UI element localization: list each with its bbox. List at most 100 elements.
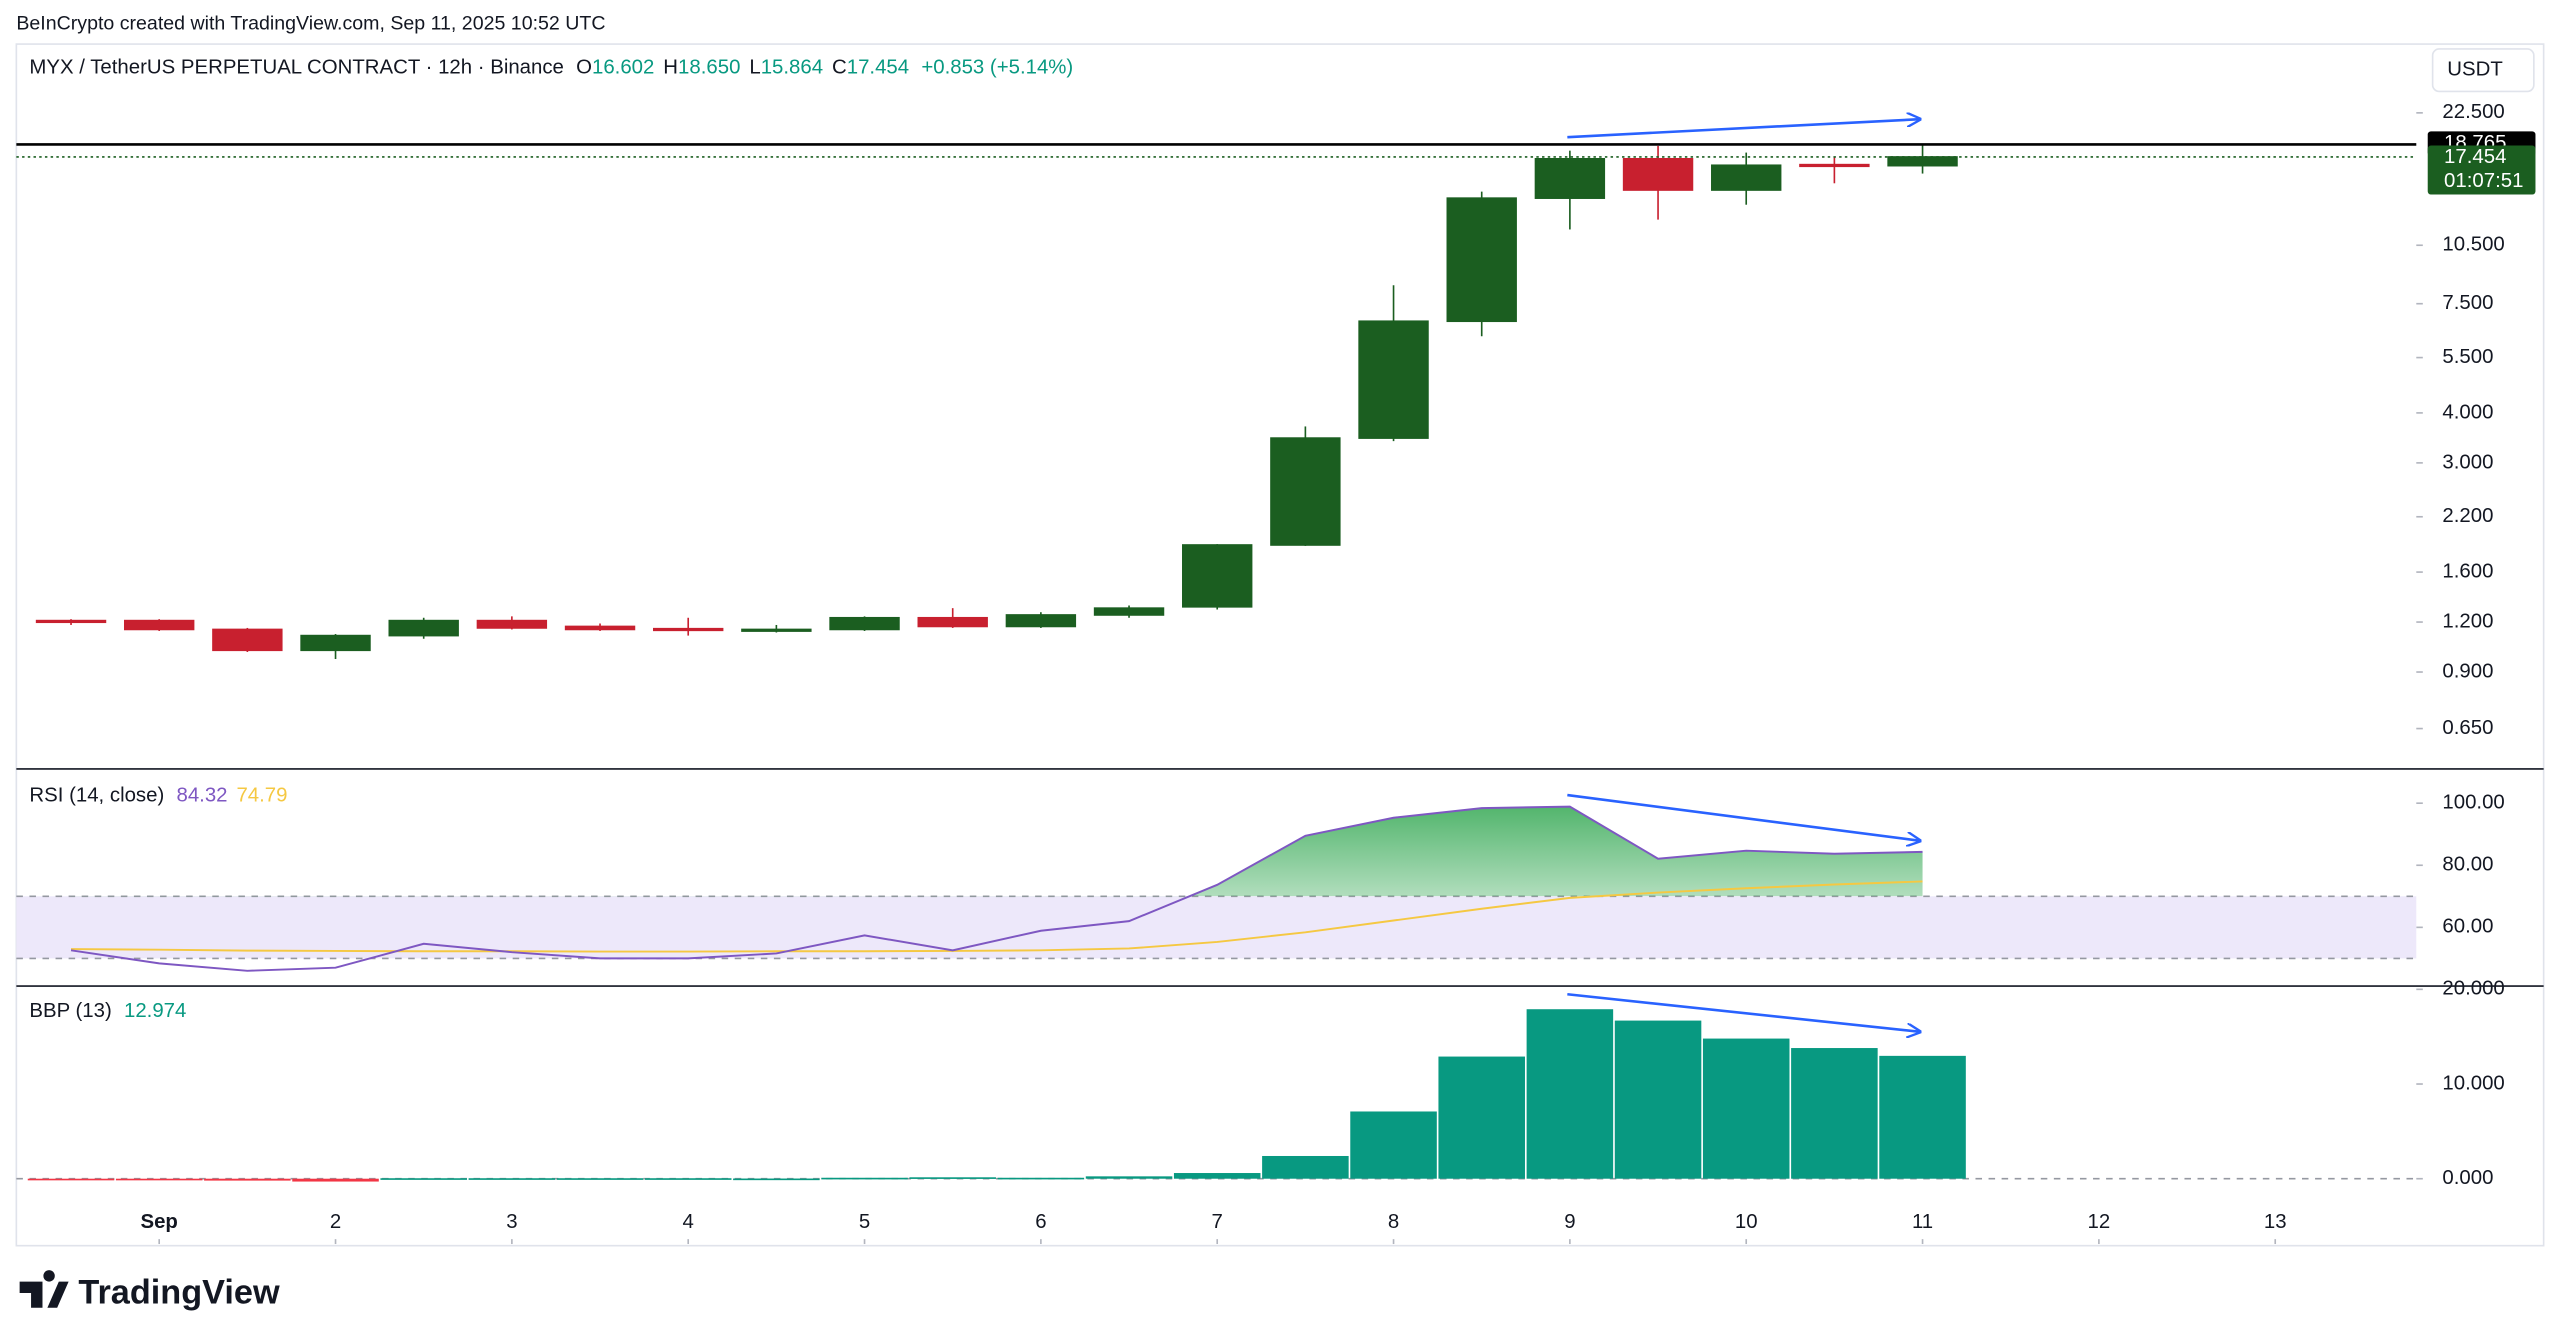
- y-tick-label: 3.000: [2442, 451, 2493, 473]
- candle-body: [564, 625, 636, 631]
- chart-frame: [15, 43, 2545, 1247]
- x-tick-label: Sep: [140, 1211, 177, 1233]
- bar: [997, 1177, 1085, 1180]
- trend-arrow: [1567, 992, 1920, 1032]
- rsi-fill: [1189, 806, 1923, 897]
- y-tick-label: 0.000: [2442, 1167, 2493, 1189]
- candle-body: [917, 616, 988, 628]
- x-tick-label: 9: [1564, 1211, 1575, 1233]
- bar: [1173, 1173, 1261, 1179]
- countdown: 01:07:51: [2444, 170, 2523, 192]
- bar: [1262, 1155, 1349, 1179]
- candle-body: [1358, 320, 1429, 439]
- candle-body: [212, 628, 283, 652]
- bar: [1438, 1056, 1525, 1179]
- series-line: [70, 805, 1923, 972]
- rsi-ma-value: 74.79: [236, 785, 287, 807]
- candle-body: [1887, 156, 1958, 167]
- bbp-title: BBP (13): [29, 1001, 111, 1023]
- candle-body: [1005, 614, 1077, 628]
- change: +0.853 (+5.14%): [921, 57, 1073, 79]
- ohlc-key: L: [749, 57, 760, 79]
- y-tick-label: 20.000: [2442, 978, 2504, 1000]
- bbp-value: 12.974: [124, 1001, 186, 1023]
- x-tick-label: 12: [2088, 1211, 2111, 1233]
- price-tag-label: 17.454: [2444, 146, 2506, 168]
- bar: [1702, 1038, 1790, 1179]
- x-tick-label: 6: [1035, 1211, 1046, 1233]
- bar: [1526, 1009, 1614, 1179]
- brand: TradingView: [78, 1274, 280, 1312]
- bar: [733, 1178, 820, 1181]
- y-tick-label: 1.600: [2442, 560, 2493, 582]
- x-tick-label: 11: [1912, 1211, 1933, 1233]
- x-tick-label: 5: [859, 1211, 870, 1233]
- bar: [380, 1178, 467, 1180]
- y-tick-label: 2.200: [2442, 505, 2493, 527]
- y-tick-label: 22.500: [2442, 101, 2504, 123]
- bar: [909, 1177, 996, 1179]
- series-line: [71, 880, 1923, 953]
- currency-button[interactable]: [2431, 48, 2535, 93]
- trend-arrow: [1567, 793, 1920, 841]
- bar: [204, 1178, 291, 1181]
- candle-body: [476, 619, 548, 629]
- bar: [1791, 1048, 1878, 1179]
- y-tick-label: 1.200: [2442, 610, 2493, 632]
- rsi-legend: RSI (14, close) 84.32 74.79: [29, 785, 287, 807]
- candle-body: [1093, 607, 1165, 616]
- y-tick-label: 7.500: [2442, 292, 2493, 314]
- x-tick-label: 4: [683, 1211, 694, 1233]
- x-tick-label: 10: [1735, 1211, 1758, 1233]
- ohlc-value: 16.602: [592, 57, 654, 79]
- candle-body: [741, 628, 812, 632]
- candle-body: [35, 619, 107, 624]
- ohlc-value: 18.650: [678, 57, 740, 79]
- bar: [1614, 1020, 1702, 1179]
- brand-logo: TradingView: [19, 1270, 280, 1312]
- candle-body: [653, 627, 724, 632]
- bar: [556, 1178, 644, 1180]
- ohlc-key: C: [832, 57, 847, 79]
- candle-body: [123, 619, 195, 631]
- rsi-title: RSI (14, close): [29, 785, 164, 807]
- ohlc-value: 17.454: [847, 57, 909, 79]
- bar: [1350, 1111, 1437, 1179]
- y-tick-label: 60.00: [2442, 916, 2493, 938]
- currency[interactable]: USDT: [2447, 59, 2503, 81]
- x-tick-label: 3: [506, 1211, 517, 1233]
- bar: [1879, 1055, 1966, 1179]
- bar: [644, 1178, 732, 1180]
- bbp-legend: BBP (13) 12.974: [29, 1001, 186, 1023]
- y-tick-label: 10.000: [2442, 1072, 2504, 1094]
- candle-body: [1534, 157, 1606, 199]
- candle-body: [1622, 157, 1694, 191]
- candle-body: [1446, 197, 1517, 323]
- bar: [821, 1177, 908, 1180]
- x-tick-label: 13: [2264, 1211, 2287, 1233]
- x-tick-label: 7: [1212, 1211, 1223, 1233]
- y-tick-label: 80.00: [2442, 854, 2493, 876]
- bar: [115, 1178, 203, 1181]
- plot-layer: 0.650 0.900 1.200 1.600 2.200 3.000 4.000 5.500…: [16, 101, 2536, 1245]
- candle-body: [829, 616, 900, 631]
- y-tick-label: 4.000: [2442, 401, 2493, 423]
- candle-body: [1270, 437, 1341, 546]
- bar: [292, 1178, 379, 1182]
- y-tick-label: 5.500: [2442, 346, 2493, 368]
- x-tick-label: 8: [1388, 1211, 1399, 1233]
- logo-mark: [19, 1270, 69, 1308]
- candle-body: [1182, 544, 1253, 608]
- x-tick-label: 2: [330, 1211, 341, 1233]
- y-tick-label: 0.900: [2442, 660, 2493, 682]
- bar: [27, 1178, 115, 1181]
- candle-body: [300, 634, 371, 652]
- ohlc-key: H: [663, 57, 678, 79]
- rsi-value: 84.32: [176, 785, 227, 807]
- symbol-legend: MYX / TetherUS PERPETUAL CONTRACT · 12h …: [29, 57, 1073, 79]
- symbol-title: MYX / TetherUS PERPETUAL CONTRACT · 12h …: [29, 57, 564, 79]
- bar: [1085, 1176, 1173, 1179]
